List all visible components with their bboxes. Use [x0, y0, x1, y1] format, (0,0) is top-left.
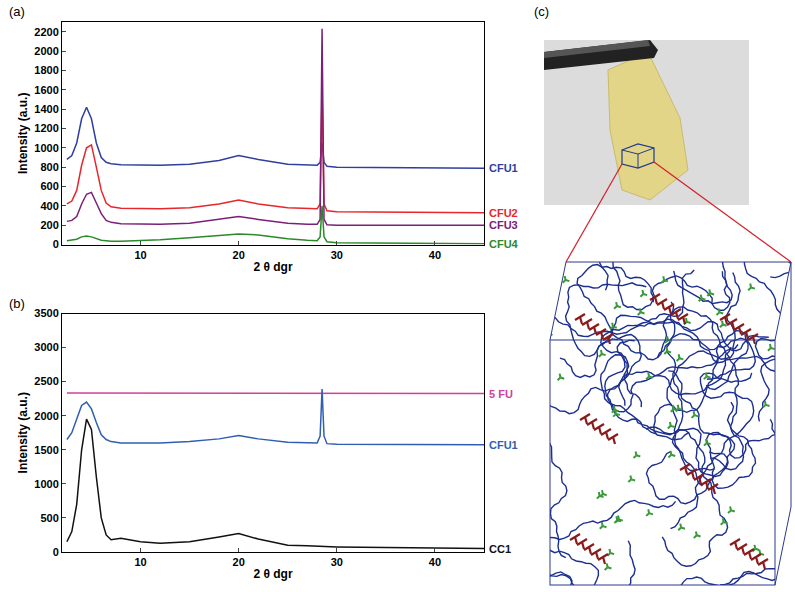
svg-text:40: 40: [429, 556, 441, 568]
svg-text:10: 10: [134, 556, 146, 568]
svg-text:1500: 1500: [34, 444, 58, 456]
svg-text:0: 0: [53, 238, 59, 250]
svg-text:CFU4: CFU4: [489, 238, 519, 250]
svg-text:1600: 1600: [34, 84, 58, 96]
svg-text:10: 10: [134, 249, 146, 261]
svg-text:600: 600: [40, 180, 58, 192]
svg-text:2500: 2500: [34, 375, 58, 387]
svg-text:Intensity (a.u.): Intensity (a.u.): [16, 392, 30, 473]
svg-text:500: 500: [40, 512, 58, 524]
svg-text:1800: 1800: [34, 64, 58, 76]
svg-text:3500: 3500: [34, 307, 58, 319]
svg-text:800: 800: [40, 161, 58, 173]
svg-text:30: 30: [331, 556, 343, 568]
svg-text:1000: 1000: [34, 142, 58, 154]
svg-text:20: 20: [233, 556, 245, 568]
svg-text:2 θ dgr: 2 θ dgr: [253, 567, 292, 581]
svg-text:1400: 1400: [34, 103, 58, 115]
svg-text:5 FU: 5 FU: [489, 388, 513, 400]
svg-text:CC1: CC1: [489, 543, 511, 555]
svg-text:CFU3: CFU3: [489, 219, 518, 231]
svg-text:CFU1: CFU1: [489, 162, 518, 174]
svg-text:40: 40: [429, 249, 441, 261]
svg-text:(c): (c): [534, 4, 549, 19]
svg-text:2200: 2200: [34, 26, 58, 38]
svg-text:3000: 3000: [34, 341, 58, 353]
svg-text:2 θ dgr: 2 θ dgr: [253, 260, 292, 274]
svg-text:1000: 1000: [34, 478, 58, 490]
svg-text:200: 200: [40, 219, 58, 231]
svg-text:2000: 2000: [34, 410, 58, 422]
svg-text:2000: 2000: [34, 45, 58, 57]
svg-text:CFU1: CFU1: [489, 439, 518, 451]
svg-text:1200: 1200: [34, 122, 58, 134]
svg-text:(b): (b): [9, 296, 25, 311]
svg-text:(a): (a): [9, 4, 25, 19]
svg-text:30: 30: [331, 249, 343, 261]
svg-text:CFU2: CFU2: [489, 207, 518, 219]
svg-text:400: 400: [40, 200, 58, 212]
svg-text:0: 0: [53, 546, 59, 558]
svg-text:20: 20: [233, 249, 245, 261]
svg-text:Intensity (a.u.): Intensity (a.u.): [16, 93, 30, 174]
